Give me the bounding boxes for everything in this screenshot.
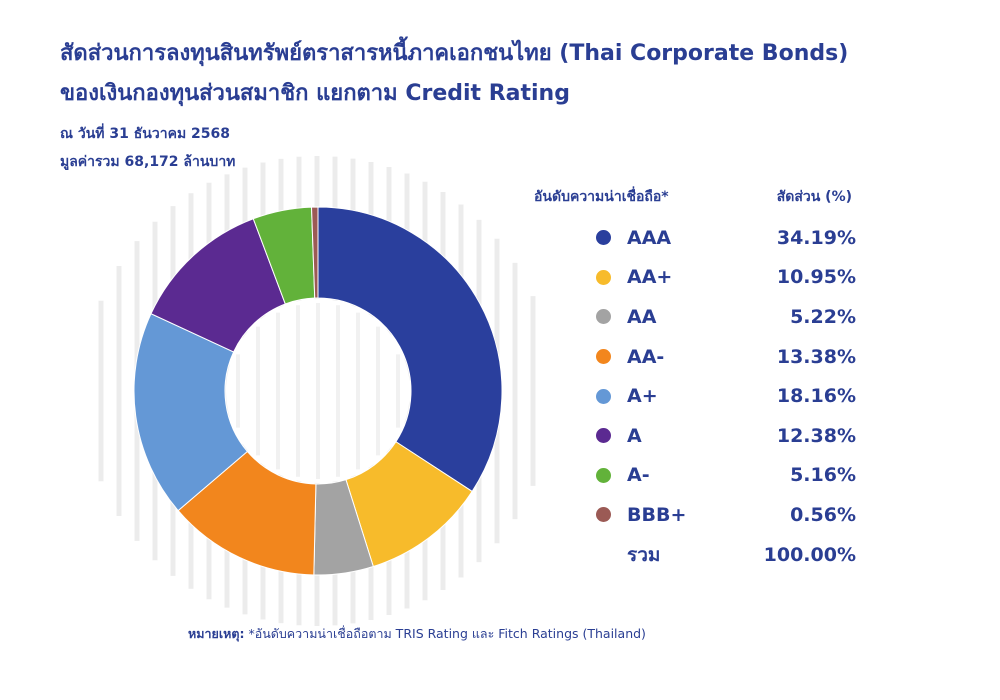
legend-list: AAA 34.19% AA+ 10.95% AA 5.22% AA- 13.38… [520, 218, 870, 574]
legend-label: A- [627, 464, 650, 487]
legend-value: 0.56% [790, 503, 856, 526]
legend-item-aa-plus: AA+ 10.95% [520, 258, 870, 298]
legend-value: 10.95% [776, 266, 856, 289]
legend-item-aa-minus: AA- 13.38% [520, 337, 870, 377]
legend-item-bbb-plus: BBB+ 0.56% [520, 495, 870, 535]
footnote-text: *อันดับความน่าเชื่อถือตาม TRIS Rating แล… [248, 626, 646, 641]
legend-header: อันดับความน่าเชื่อถือ* สัดส่วน (%) [520, 184, 870, 210]
legend-swatch [596, 467, 611, 483]
legend-swatch [596, 507, 611, 523]
legend-label: AA [627, 305, 657, 328]
legend-label: BBB+ [627, 503, 687, 526]
footnote: หมายเหตุ: *อันดับความน่าเชื่อถือตาม TRIS… [188, 624, 646, 644]
legend-total-value: 100.00% [763, 543, 856, 566]
legend-swatch [596, 428, 611, 444]
legend-value: 34.19% [776, 226, 856, 249]
footnote-label: หมายเหตุ: [188, 626, 245, 641]
slice-a-minusplus [133, 313, 249, 512]
header: สัดส่วนการลงทุนสินทรัพย์ตราสารหนี้ภาคเอก… [60, 34, 848, 176]
donut-slices [133, 206, 503, 576]
legend-total-row: รวม 100.00% [520, 535, 870, 575]
legend-label: A [627, 424, 642, 447]
date-line: ณ วันที่ 31 ธันวาคม 2568 [60, 126, 231, 142]
legend-header-rating: อันดับความน่าเชื่อถือ* [534, 189, 669, 205]
legend-total-label: รวม [627, 543, 661, 566]
legend-item-a: A 12.38% [520, 416, 870, 456]
legend-value: 5.16% [790, 464, 856, 487]
legend-header-share: สัดส่วน (%) [776, 189, 852, 205]
legend-swatch [596, 388, 611, 404]
total-value-line: มูลค่ารวม 68,172 ล้านบาท [60, 154, 236, 170]
legend-label: AA- [627, 345, 665, 368]
legend-swatch [596, 269, 611, 285]
chart-title-line-2: ของเงินกองทุนส่วนสมาชิก แยกตาม Credit Ra… [60, 81, 570, 106]
legend-item-aa: AA 5.22% [520, 297, 870, 337]
legend-item-aaa: AAA 34.19% [520, 218, 870, 258]
legend-value: 12.38% [776, 424, 856, 447]
legend-value: 13.38% [776, 345, 856, 368]
legend-value: 5.22% [790, 305, 856, 328]
slice-bbb-minusplus [311, 206, 319, 299]
legend-swatch [596, 309, 611, 325]
legend-label: AAA [627, 226, 672, 249]
legend-swatch [596, 349, 611, 365]
legend-label: A+ [627, 385, 658, 408]
chart-title-line-1: สัดส่วนการลงทุนสินทรัพย์ตราสารหนี้ภาคเอก… [60, 41, 849, 66]
legend: อันดับความน่าเชื่อถือ* สัดส่วน (%) AAA 3… [520, 184, 870, 574]
legend-item-a-minus: A- 5.16% [520, 456, 870, 496]
legend-label: AA+ [627, 266, 673, 289]
slice-aaa [317, 206, 503, 493]
legend-swatch [596, 230, 611, 246]
legend-item-a-plus: A+ 18.16% [520, 376, 870, 416]
legend-value: 18.16% [776, 385, 856, 408]
